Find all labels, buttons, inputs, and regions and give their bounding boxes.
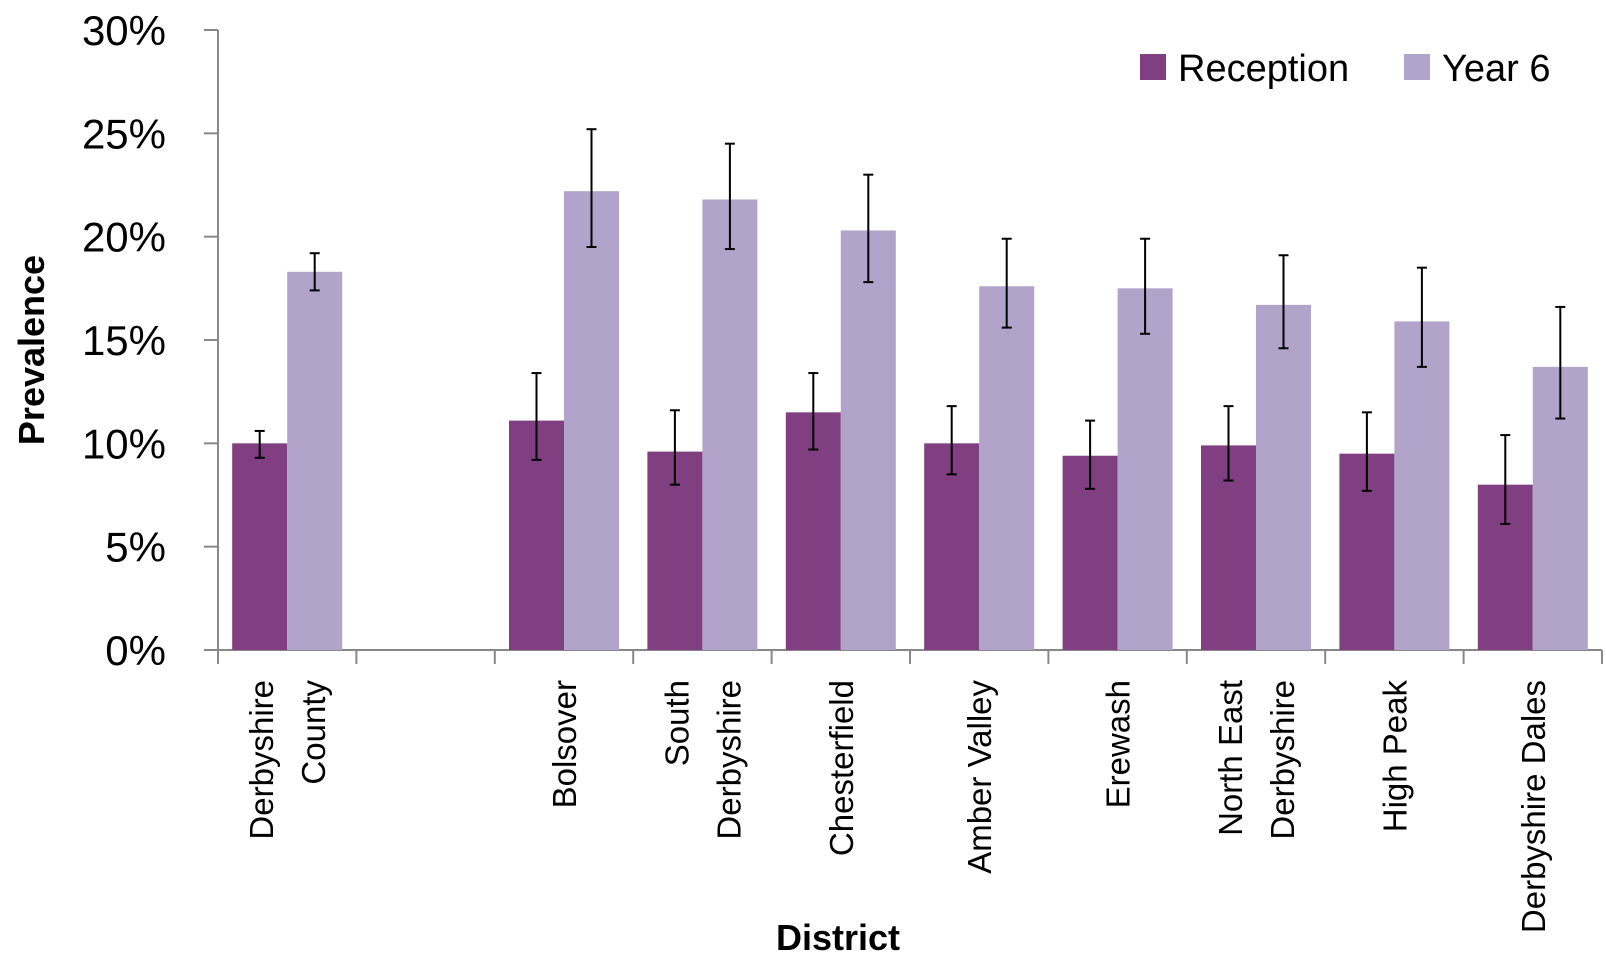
legend: Reception Year 6	[1140, 48, 1550, 90]
y-tick-label: 5%	[105, 524, 166, 571]
y-axis: 0% 5% 10% 15% 20% 25% 30%	[82, 7, 219, 674]
legend-label: Year 6	[1442, 48, 1550, 90]
category-labels: Derbyshire County Bolsover South Derbyshire C…	[243, 680, 1552, 934]
y-tick-label: 15%	[82, 317, 166, 364]
x-category-label: High Peak	[1376, 680, 1413, 833]
bar-reception	[232, 443, 288, 650]
x-category-label: Derbyshire	[710, 680, 747, 840]
legend-label: Reception	[1178, 48, 1349, 90]
y-tick-label: 30%	[82, 7, 166, 54]
x-category-label: Bolsover	[546, 680, 583, 808]
y-axis-title: Prevalence	[11, 255, 52, 445]
x-category-label: Amber Valley	[961, 680, 998, 874]
x-category-label: Derbyshire Dales	[1515, 680, 1552, 933]
y-tick-label: 10%	[82, 420, 166, 467]
x-axis-title: District	[776, 917, 900, 958]
y-tick-label: 20%	[82, 214, 166, 261]
bar-year-6	[1394, 321, 1450, 650]
x-category-label: Chesterfield	[823, 680, 860, 856]
bar-reception	[785, 412, 841, 650]
x-category-label: South	[658, 680, 695, 766]
bar-year-6	[979, 286, 1035, 650]
x-category-label: County	[295, 680, 332, 785]
legend-swatch	[1404, 54, 1430, 80]
error-bars	[254, 128, 1566, 525]
x-category-label: Derbyshire	[1264, 680, 1301, 840]
bar-year-6	[702, 199, 758, 650]
bar-year-6	[1117, 288, 1173, 650]
bars	[232, 191, 1588, 650]
bar-year-6	[287, 271, 343, 650]
legend-swatch	[1140, 54, 1166, 80]
bar-year-6	[840, 230, 896, 650]
bar-reception	[924, 443, 980, 650]
x-category-label: North East	[1212, 680, 1249, 836]
y-tick-label: 0%	[105, 627, 166, 674]
x-category-label: Derbyshire	[243, 680, 280, 840]
y-tick-label: 25%	[82, 110, 166, 157]
x-category-label: Erewash	[1100, 680, 1137, 808]
x-axis	[204, 649, 1603, 664]
bar-year-6	[1256, 304, 1311, 650]
bar-year-6	[564, 191, 619, 650]
